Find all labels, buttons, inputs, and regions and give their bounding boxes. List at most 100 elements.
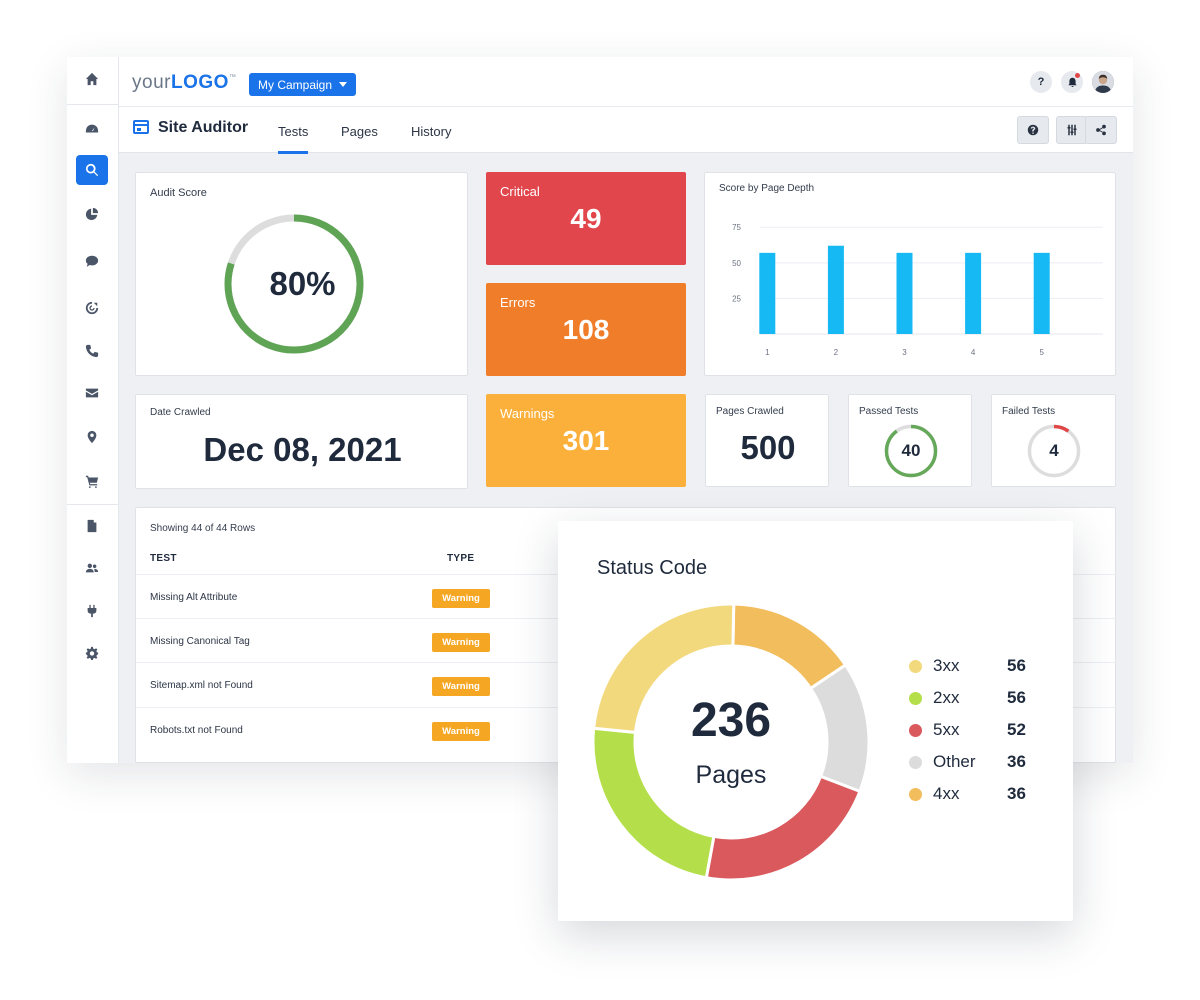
users-icon[interactable] <box>76 553 108 583</box>
type-badge: Warning <box>432 589 490 608</box>
score-by-depth-card: Score by Page Depth 25 50 75 1 2 3 4 5 <box>704 172 1116 376</box>
question-circle-icon <box>1027 124 1039 136</box>
row-count: Showing 44 of 44 Rows <box>150 523 256 534</box>
pie-chart-icon[interactable] <box>76 199 108 229</box>
user-avatar-icon <box>1092 71 1114 93</box>
mail-icon[interactable] <box>76 378 108 408</box>
legend-value: 36 <box>1007 784 1026 803</box>
failed-tests-value: 4 <box>1049 441 1059 460</box>
info-button[interactable] <box>1017 116 1049 144</box>
donut-unit: Pages <box>695 761 767 789</box>
errors-tile[interactable]: Errors 108 <box>486 283 686 376</box>
critical-tile[interactable]: Critical 49 <box>486 172 686 265</box>
passed-tests-card: Passed Tests 40 <box>848 394 972 487</box>
tab-tests[interactable]: Tests <box>278 124 309 154</box>
legend-item: 4xx 36 <box>909 783 1049 807</box>
audit-score-card: Audit Score 80% <box>135 172 468 376</box>
dashboard-icon[interactable] <box>76 114 108 144</box>
chart-title: Score by Page Depth <box>719 183 815 194</box>
share-icon <box>1096 124 1106 136</box>
legend-value: 52 <box>1007 720 1026 739</box>
location-pin-icon[interactable] <box>76 422 108 452</box>
test-name: Robots.txt not Found <box>150 725 243 736</box>
plug-icon[interactable] <box>76 596 108 626</box>
chevron-down-icon <box>339 82 348 87</box>
y-tick-label: 75 <box>732 223 741 232</box>
bar <box>1033 252 1050 334</box>
passed-tests-value: 40 <box>901 441 921 460</box>
legend-value: 56 <box>1007 688 1026 707</box>
share-button[interactable] <box>1085 116 1117 144</box>
test-name: Sitemap.xml not Found <box>150 680 253 691</box>
warnings-value: 301 <box>562 425 610 456</box>
legend-value: 36 <box>1007 752 1026 771</box>
donut-total: 236 <box>690 694 772 747</box>
bar <box>827 245 844 334</box>
passed-tests-label: Passed Tests <box>859 406 919 417</box>
failed-tests-ring <box>1027 424 1081 478</box>
help-label: ? <box>1037 76 1045 88</box>
sliders-icon <box>1067 124 1077 136</box>
legend-dot <box>909 660 922 673</box>
score-by-depth-chart: 25 50 75 1 2 3 4 5 <box>732 223 1103 357</box>
tab-history[interactable]: History <box>411 124 452 139</box>
home-icon[interactable] <box>76 64 108 94</box>
critical-label: Critical <box>500 184 540 199</box>
chat-icon[interactable] <box>76 246 108 276</box>
pages-crawled-card: Pages Crawled 500 <box>705 394 829 487</box>
date-crawled-label: Date Crawled <box>150 407 211 418</box>
pages-crawled-value: 500 <box>740 429 796 466</box>
settings-sliders-button[interactable] <box>1056 116 1088 144</box>
test-name: Missing Alt Attribute <box>150 592 238 603</box>
legend-item: 2xx 56 <box>909 687 1049 711</box>
test-name: Missing Canonical Tag <box>150 636 250 647</box>
column-header-type[interactable]: TYPE <box>447 553 475 564</box>
legend-item: Other 36 <box>909 751 1049 775</box>
search-icon[interactable] <box>76 155 108 185</box>
bar <box>759 252 776 334</box>
campaign-dropdown[interactable]: My Campaign <box>249 73 357 96</box>
date-crawled-value: Dec 08, 2021 <box>203 431 402 468</box>
donut-slice-3xx <box>592 602 736 735</box>
date-crawled-card: Date Crawled Dec 08, 2021 <box>135 394 468 489</box>
y-tick-label: 50 <box>732 259 741 268</box>
bell-icon <box>1067 77 1077 87</box>
notification-dot <box>1075 73 1080 78</box>
cart-icon[interactable] <box>76 466 108 496</box>
errors-label: Errors <box>500 295 536 310</box>
status-code-card: Status Code 236 Pages 3xx 56 2xx 56 5xx … <box>558 521 1073 921</box>
legend-dot <box>909 788 922 801</box>
document-icon[interactable] <box>76 511 108 541</box>
legend-dot <box>909 756 922 769</box>
x-tick-label: 2 <box>834 348 839 357</box>
tab-pages[interactable]: Pages <box>341 124 378 139</box>
legend-label: 5xx <box>933 720 960 739</box>
sidebar <box>67 57 119 763</box>
legend-label: 3xx <box>933 656 960 675</box>
failed-tests-card: Failed Tests 4 <box>991 394 1116 487</box>
help-button[interactable]: ? <box>1030 71 1052 93</box>
legend-dot <box>909 692 922 705</box>
status-code-title: Status Code <box>597 557 708 579</box>
legend-label: 2xx <box>933 688 960 707</box>
warnings-tile[interactable]: Warnings 301 <box>486 394 686 487</box>
column-header-test[interactable]: TEST <box>150 553 177 564</box>
pages-crawled-label: Pages Crawled <box>716 406 784 417</box>
avatar[interactable] <box>1092 71 1114 93</box>
gear-icon[interactable] <box>76 638 108 668</box>
site-auditor-icon <box>133 120 149 134</box>
audit-score-ring <box>224 214 364 354</box>
logo[interactable]: yourLOGO™ <box>132 72 237 93</box>
target-icon[interactable] <box>76 293 108 323</box>
warnings-label: Warnings <box>500 406 555 421</box>
phone-icon[interactable] <box>76 336 108 366</box>
x-tick-label: 1 <box>765 348 770 357</box>
failed-tests-label: Failed Tests <box>1002 406 1056 417</box>
y-tick-label: 25 <box>732 294 741 303</box>
audit-score-label: Audit Score <box>150 187 207 199</box>
page-title: Site Auditor <box>158 119 249 136</box>
notifications-button[interactable] <box>1061 71 1083 93</box>
legend-label: Other <box>933 752 976 771</box>
sub-header: Site Auditor Tests Pages History <box>119 107 1133 154</box>
legend-item: 3xx 56 <box>909 655 1049 679</box>
